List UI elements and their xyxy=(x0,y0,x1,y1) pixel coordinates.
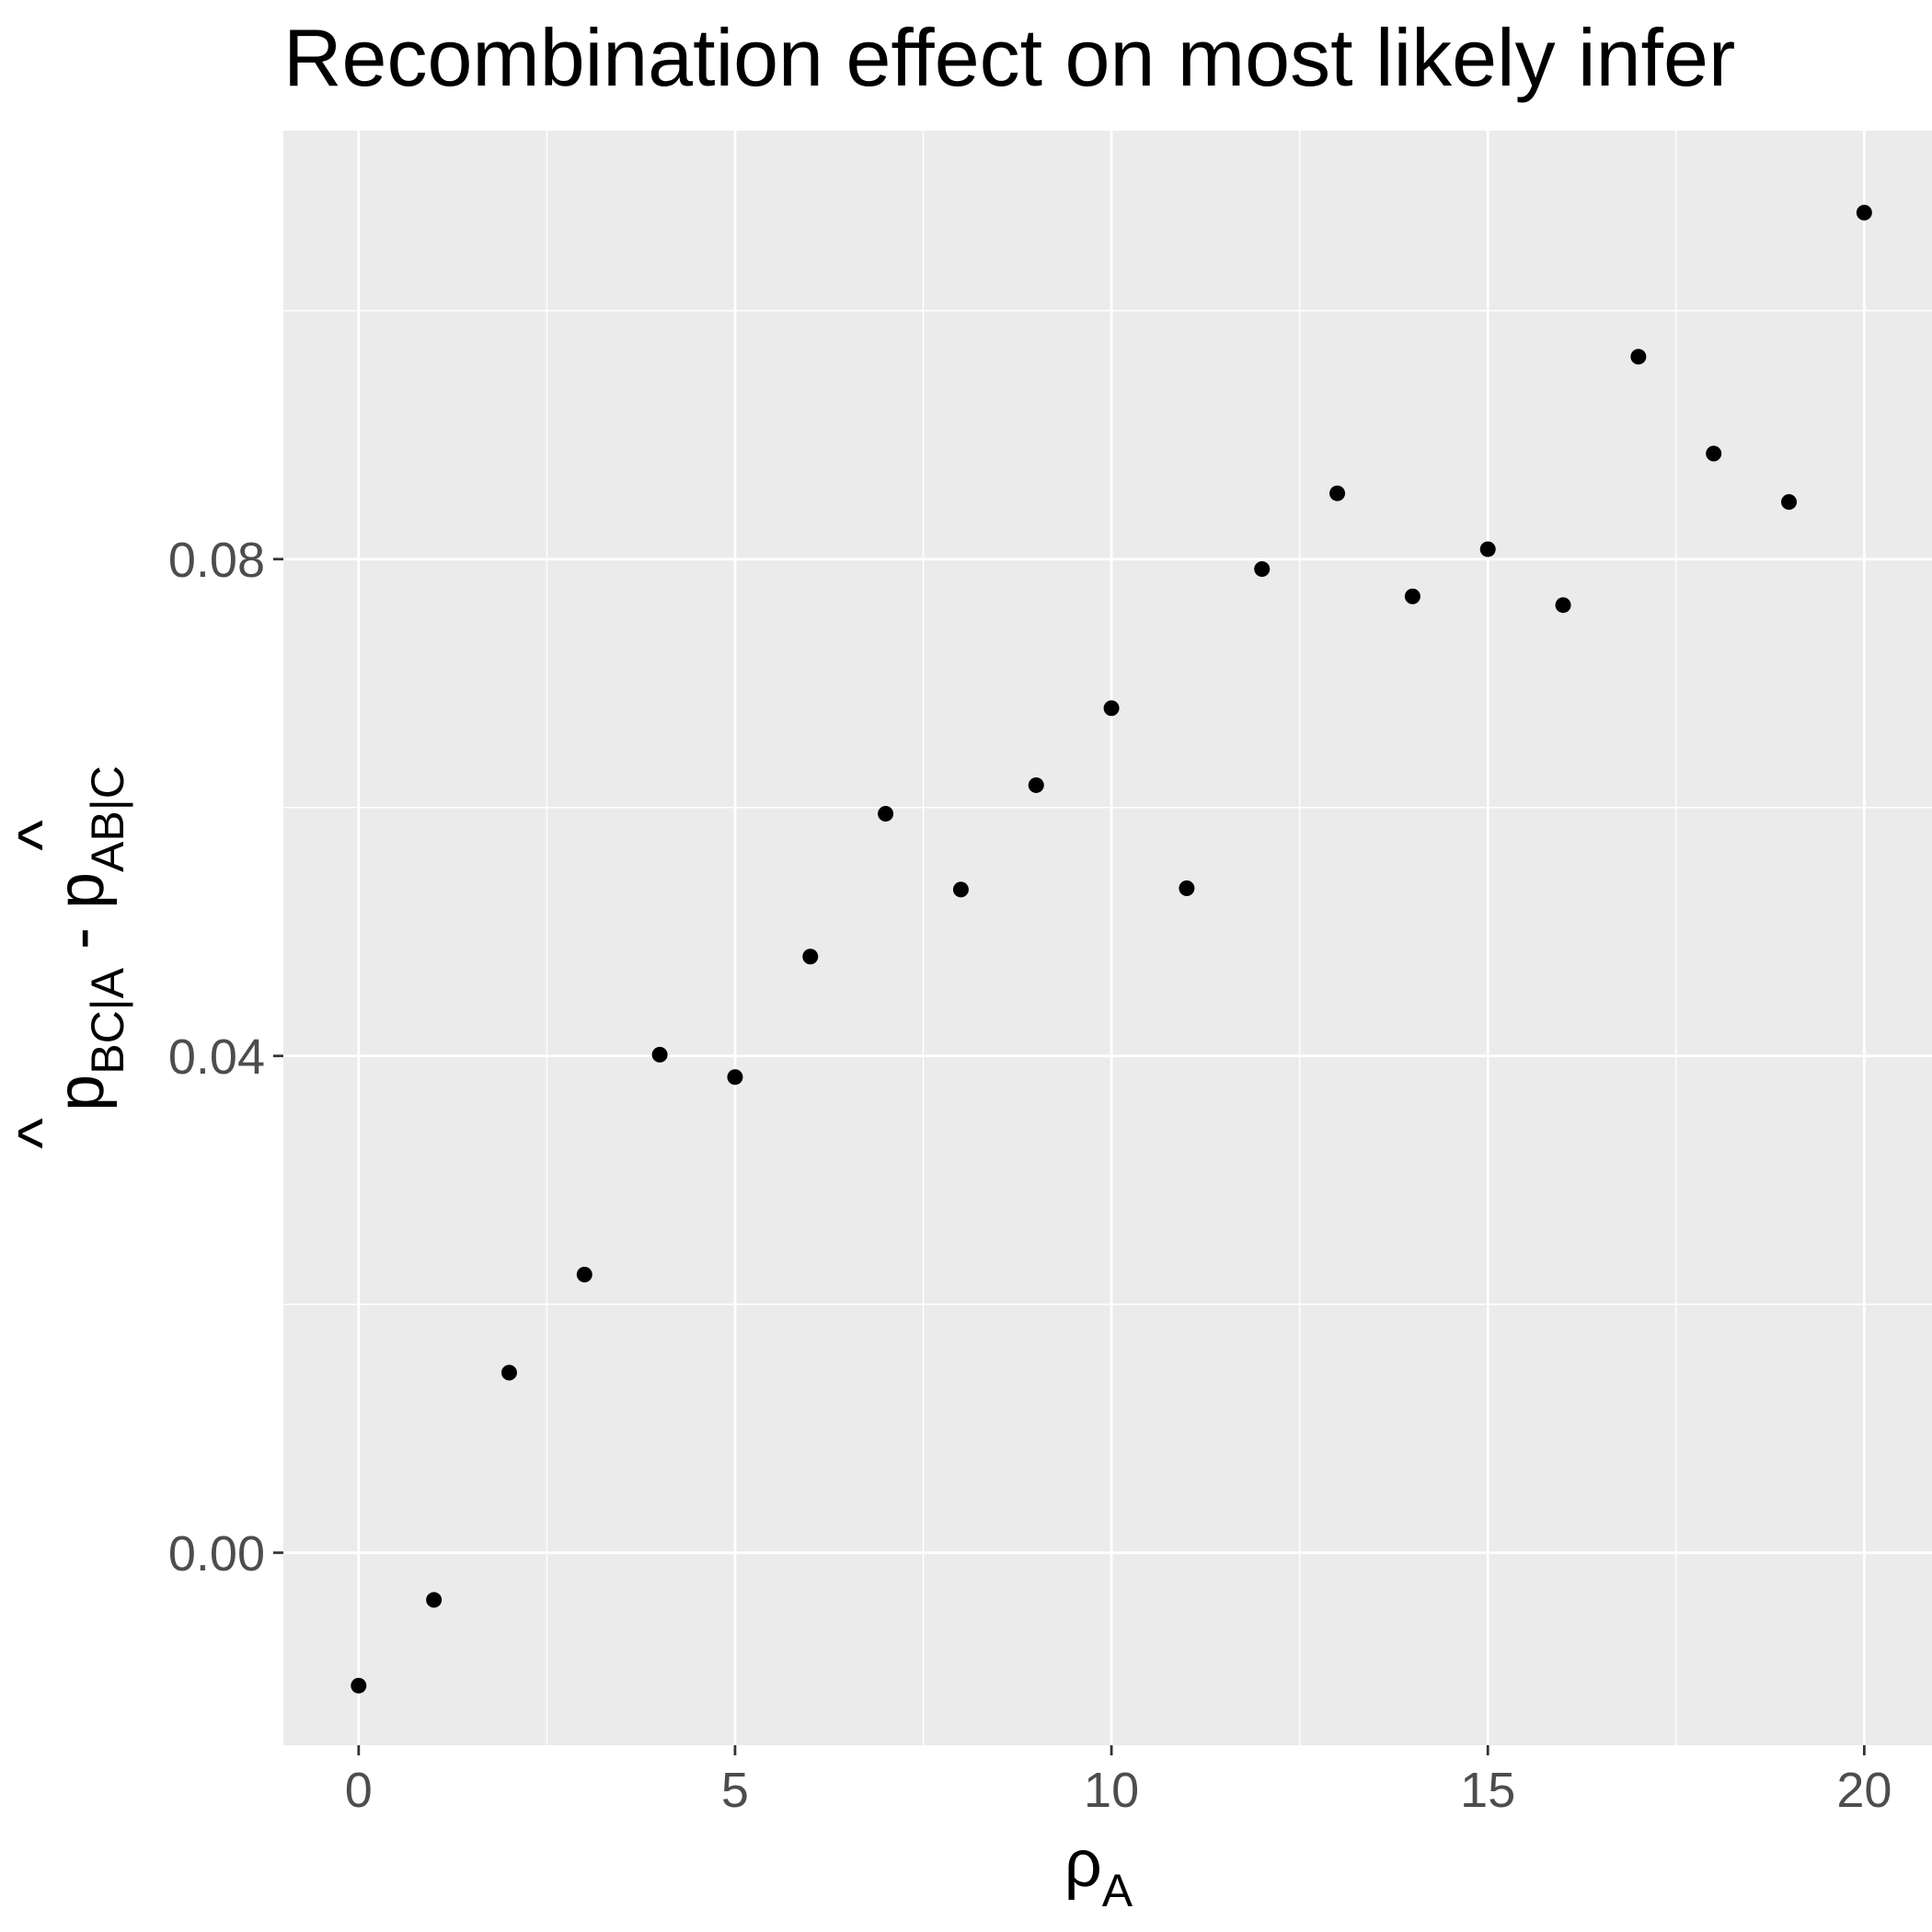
data-point xyxy=(1706,445,1722,462)
x-axis-title-base: ρ xyxy=(1064,1827,1102,1901)
plot-panel xyxy=(283,131,1932,1745)
y-axis-ticks: 0.00 0.04 0.08 xyxy=(168,533,283,1581)
data-point xyxy=(1028,776,1044,793)
data-point xyxy=(952,881,969,898)
data-point xyxy=(802,949,819,965)
x-tick-label: 5 xyxy=(721,1763,749,1818)
y-tick-label: 0.08 xyxy=(168,533,265,588)
y-tick-label: 0.04 xyxy=(168,1029,265,1085)
chart-title: Recombination effect on most likely infe… xyxy=(283,12,1735,103)
svg-text:pBC|A - pAB|C: pBC|A - pAB|C xyxy=(44,765,133,1111)
data-point xyxy=(576,1266,592,1282)
data-point xyxy=(878,806,894,822)
y-axis-title-first-hat: ^ xyxy=(6,1118,79,1149)
y-axis-title-first-base: p xyxy=(44,1075,118,1111)
y-axis-title-first-subscript: BC|A xyxy=(82,967,133,1074)
y-axis-title-separator: - xyxy=(44,909,118,968)
x-axis-title: ρA xyxy=(1064,1827,1133,1916)
data-point xyxy=(1630,349,1647,365)
y-axis-title-second-subscript: AB|C xyxy=(82,765,133,872)
data-point xyxy=(351,1677,367,1694)
data-point xyxy=(1329,485,1346,501)
data-point xyxy=(1179,880,1195,896)
x-axis-title-subscript: A xyxy=(1102,1865,1133,1916)
data-point xyxy=(1856,204,1872,221)
data-points xyxy=(351,204,1872,1694)
data-point xyxy=(500,1364,517,1381)
data-point xyxy=(426,1592,443,1608)
x-tick-label: 10 xyxy=(1084,1763,1139,1818)
data-point xyxy=(1555,597,1571,614)
x-tick-label: 15 xyxy=(1460,1763,1515,1818)
y-axis-title: pBC|A - pAB|C ^ ^ xyxy=(6,765,133,1149)
x-tick-label: 20 xyxy=(1836,1763,1892,1818)
data-point xyxy=(1404,588,1420,604)
minor-gridlines xyxy=(283,131,1932,1745)
y-axis-title-second-base: p xyxy=(44,872,118,909)
x-tick-label: 0 xyxy=(345,1763,373,1818)
data-point xyxy=(651,1046,668,1063)
data-point xyxy=(1479,541,1496,558)
data-point xyxy=(1254,561,1271,578)
x-axis-ticks: 0 5 10 15 20 xyxy=(345,1745,1892,1818)
data-point xyxy=(727,1069,743,1086)
y-axis-title-second-hat: ^ xyxy=(6,820,79,851)
y-tick-label: 0.00 xyxy=(168,1526,265,1581)
data-point xyxy=(1781,494,1798,511)
data-point xyxy=(1103,700,1120,717)
major-gridlines xyxy=(283,131,1932,1745)
